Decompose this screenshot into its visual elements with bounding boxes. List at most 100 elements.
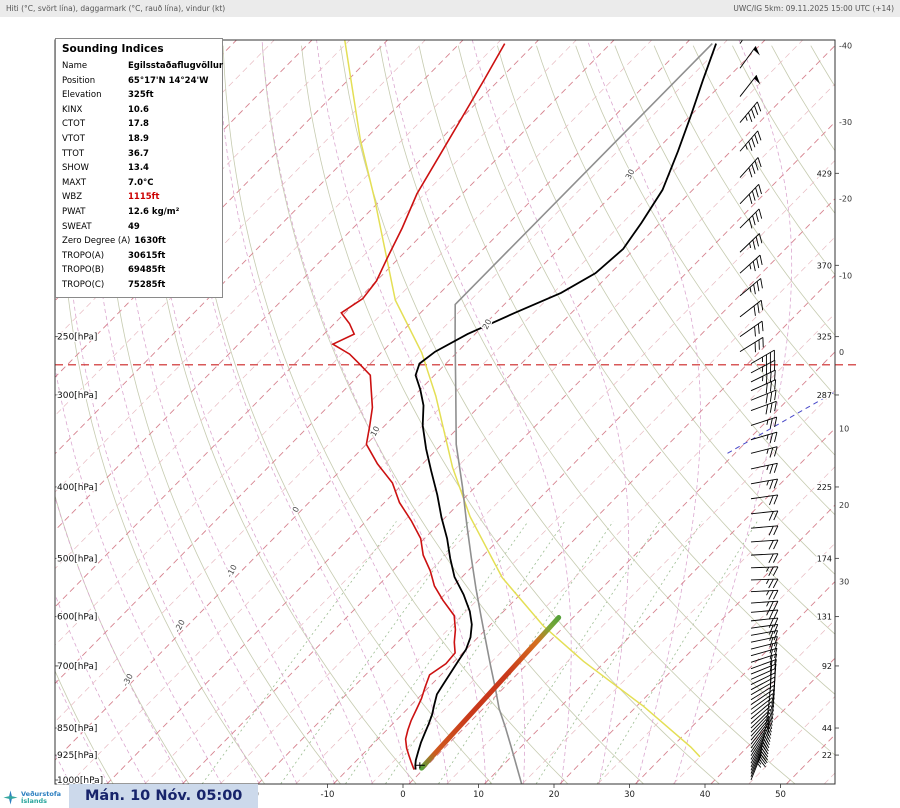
indices-value: 49 (128, 221, 140, 232)
bottom-temp-label: 40 (700, 790, 711, 800)
indices-value: 1115ft (128, 192, 160, 203)
indices-value: 36.7 (128, 148, 149, 159)
bottom-temp-label: 50 (775, 790, 786, 800)
indices-row: Position 65°17'N 14°24'W (56, 74, 222, 89)
indices-value: 1630ft (134, 236, 166, 247)
right-temp-label: -30 (839, 118, 852, 127)
height-label: 131 (817, 613, 832, 622)
indices-title: Sounding Indices (62, 43, 164, 55)
indices-label: Position (62, 75, 96, 86)
indices-row: TROPO(C) 75285ft (56, 278, 222, 293)
height-label: 287 (817, 391, 832, 400)
indices-label: TROPO(B) (62, 265, 105, 276)
bottom-temp-label: 0 (400, 790, 405, 800)
bottom-temp-label: 10 (473, 790, 484, 800)
indices-row: MAXT 7.0°C (56, 176, 222, 191)
indices-row: WBZ 1115ft (56, 190, 222, 205)
indices-row: TROPO(B) 69485ft (56, 263, 222, 278)
adiabat-label: -20 (173, 618, 187, 634)
indices-label: MAXT (62, 177, 87, 188)
yellow-reference-line (344, 40, 701, 758)
height-label: 22 (822, 751, 832, 760)
indices-label: TTOT (62, 148, 85, 159)
indices-label: SWEAT (62, 221, 92, 232)
logo-text: Veðurstofa Íslands (21, 789, 62, 805)
indices-value: 30615ft (128, 250, 166, 261)
indices-value: 13.4 (128, 163, 149, 174)
height-label: 429 (817, 169, 832, 178)
indices-label: VTOT (62, 133, 85, 144)
wind-barbs (739, 40, 779, 781)
pressure-axis-label: 600[hPa] (57, 613, 97, 623)
bottom-temp-label: 30 (624, 790, 635, 800)
indices-value: 17.8 (128, 119, 149, 130)
dewpoint-line (331, 43, 506, 770)
right-temp-label: 20 (839, 501, 849, 510)
plot-frame (54, 39, 836, 785)
indices-label: KINX (62, 104, 83, 115)
adiabat-label: -30 (121, 672, 135, 688)
indices-row: Name Egilsstaðaflugvöllur (56, 59, 224, 74)
indices-row: Zero Degree (A) 1630ft (56, 234, 222, 249)
pressure-axis-label: 925[hPa] (57, 751, 97, 761)
indices-label: CTOT (62, 119, 86, 130)
indices-row: SHOW 13.4 (56, 161, 222, 176)
indices-value: Egilsstaðaflugvöllur (128, 61, 224, 71)
top-info-bar: Hiti (°C, svört lína), daggarmark (°C, r… (0, 0, 900, 17)
indices-row: TROPO(A) 30615ft (56, 249, 222, 264)
indices-row: CTOT 17.8 (56, 117, 222, 132)
adiabat-label: -10 (225, 563, 239, 579)
indices-label: PWAT (62, 206, 86, 217)
bottom-temp-label: -10 (321, 790, 335, 800)
standard-atmosphere-line (454, 43, 713, 784)
snowflake-logo-icon (3, 790, 18, 805)
footer-bar: Veðurstofa Íslands Mán. 10 Nóv. 05:00 (0, 782, 900, 808)
right-temp-label: -20 (839, 195, 852, 204)
right-temp-label: -40 (839, 42, 852, 51)
valid-time-label: Mán. 10 Nóv. 05:00 (69, 784, 259, 808)
indices-row: SWEAT 49 (56, 220, 222, 235)
indices-label: TROPO(A) (62, 250, 105, 261)
temperature-line (414, 43, 717, 770)
indices-row: Elevation 325ft (56, 88, 222, 103)
met-office-logo: Veðurstofa Íslands (3, 790, 61, 805)
pressure-axis-label: 300[hPa] (57, 391, 97, 401)
adiabat-label: 30 (624, 168, 637, 181)
indices-label: WBZ (62, 192, 83, 203)
indices-value: 69485ft (128, 265, 166, 276)
bottom-temp-label: 20 (549, 790, 560, 800)
height-label: 370 (817, 261, 832, 270)
indices-label: TROPO(C) (62, 279, 105, 290)
legend-note: Hiti (°C, svört lína), daggarmark (°C, r… (6, 4, 226, 13)
pressure-axis-label: 250[hPa] (57, 333, 97, 343)
indices-row: TTOT 36.7 (56, 147, 222, 162)
indices-row: KINX 10.6 (56, 103, 222, 118)
pressure-axis-label: 700[hPa] (57, 662, 97, 672)
indices-label: Elevation (62, 90, 102, 101)
indices-row: PWAT 12.6 kg/m² (56, 205, 222, 220)
indices-row: VTOT 18.9 (56, 132, 222, 147)
right-temp-label: 30 (839, 578, 849, 587)
logo-line-2: Íslands (21, 796, 48, 805)
indices-rows: Name Egilsstaðaflugvöllur Position 65°17'N … (56, 59, 224, 293)
indices-value: 325ft (128, 90, 154, 101)
indices-value: 10.6 (128, 104, 149, 115)
logo-line-1: Veðurstofa (21, 789, 62, 798)
indices-value: 65°17'N 14°24'W (128, 75, 209, 86)
pressure-axis-label: 500[hPa] (57, 554, 97, 564)
sounding-indices-panel: Sounding Indices Name Egilsstaðaflugvöllu… (55, 38, 223, 298)
right-temp-label: -10 (839, 271, 852, 280)
indices-label: Zero Degree (A) (62, 236, 131, 247)
indices-value: 7.0°C (128, 177, 154, 188)
indices-value: 75285ft (128, 279, 166, 290)
height-label: 225 (817, 483, 832, 492)
height-label: 325 (817, 333, 832, 342)
sounding-series (331, 40, 835, 784)
right-temp-label: 10 (839, 424, 849, 433)
indices-label: Name (62, 61, 88, 71)
indices-label: SHOW (62, 163, 89, 174)
height-label: 92 (822, 662, 832, 671)
parcel-segment (419, 615, 562, 771)
adiabat-label: 10 (369, 425, 382, 438)
